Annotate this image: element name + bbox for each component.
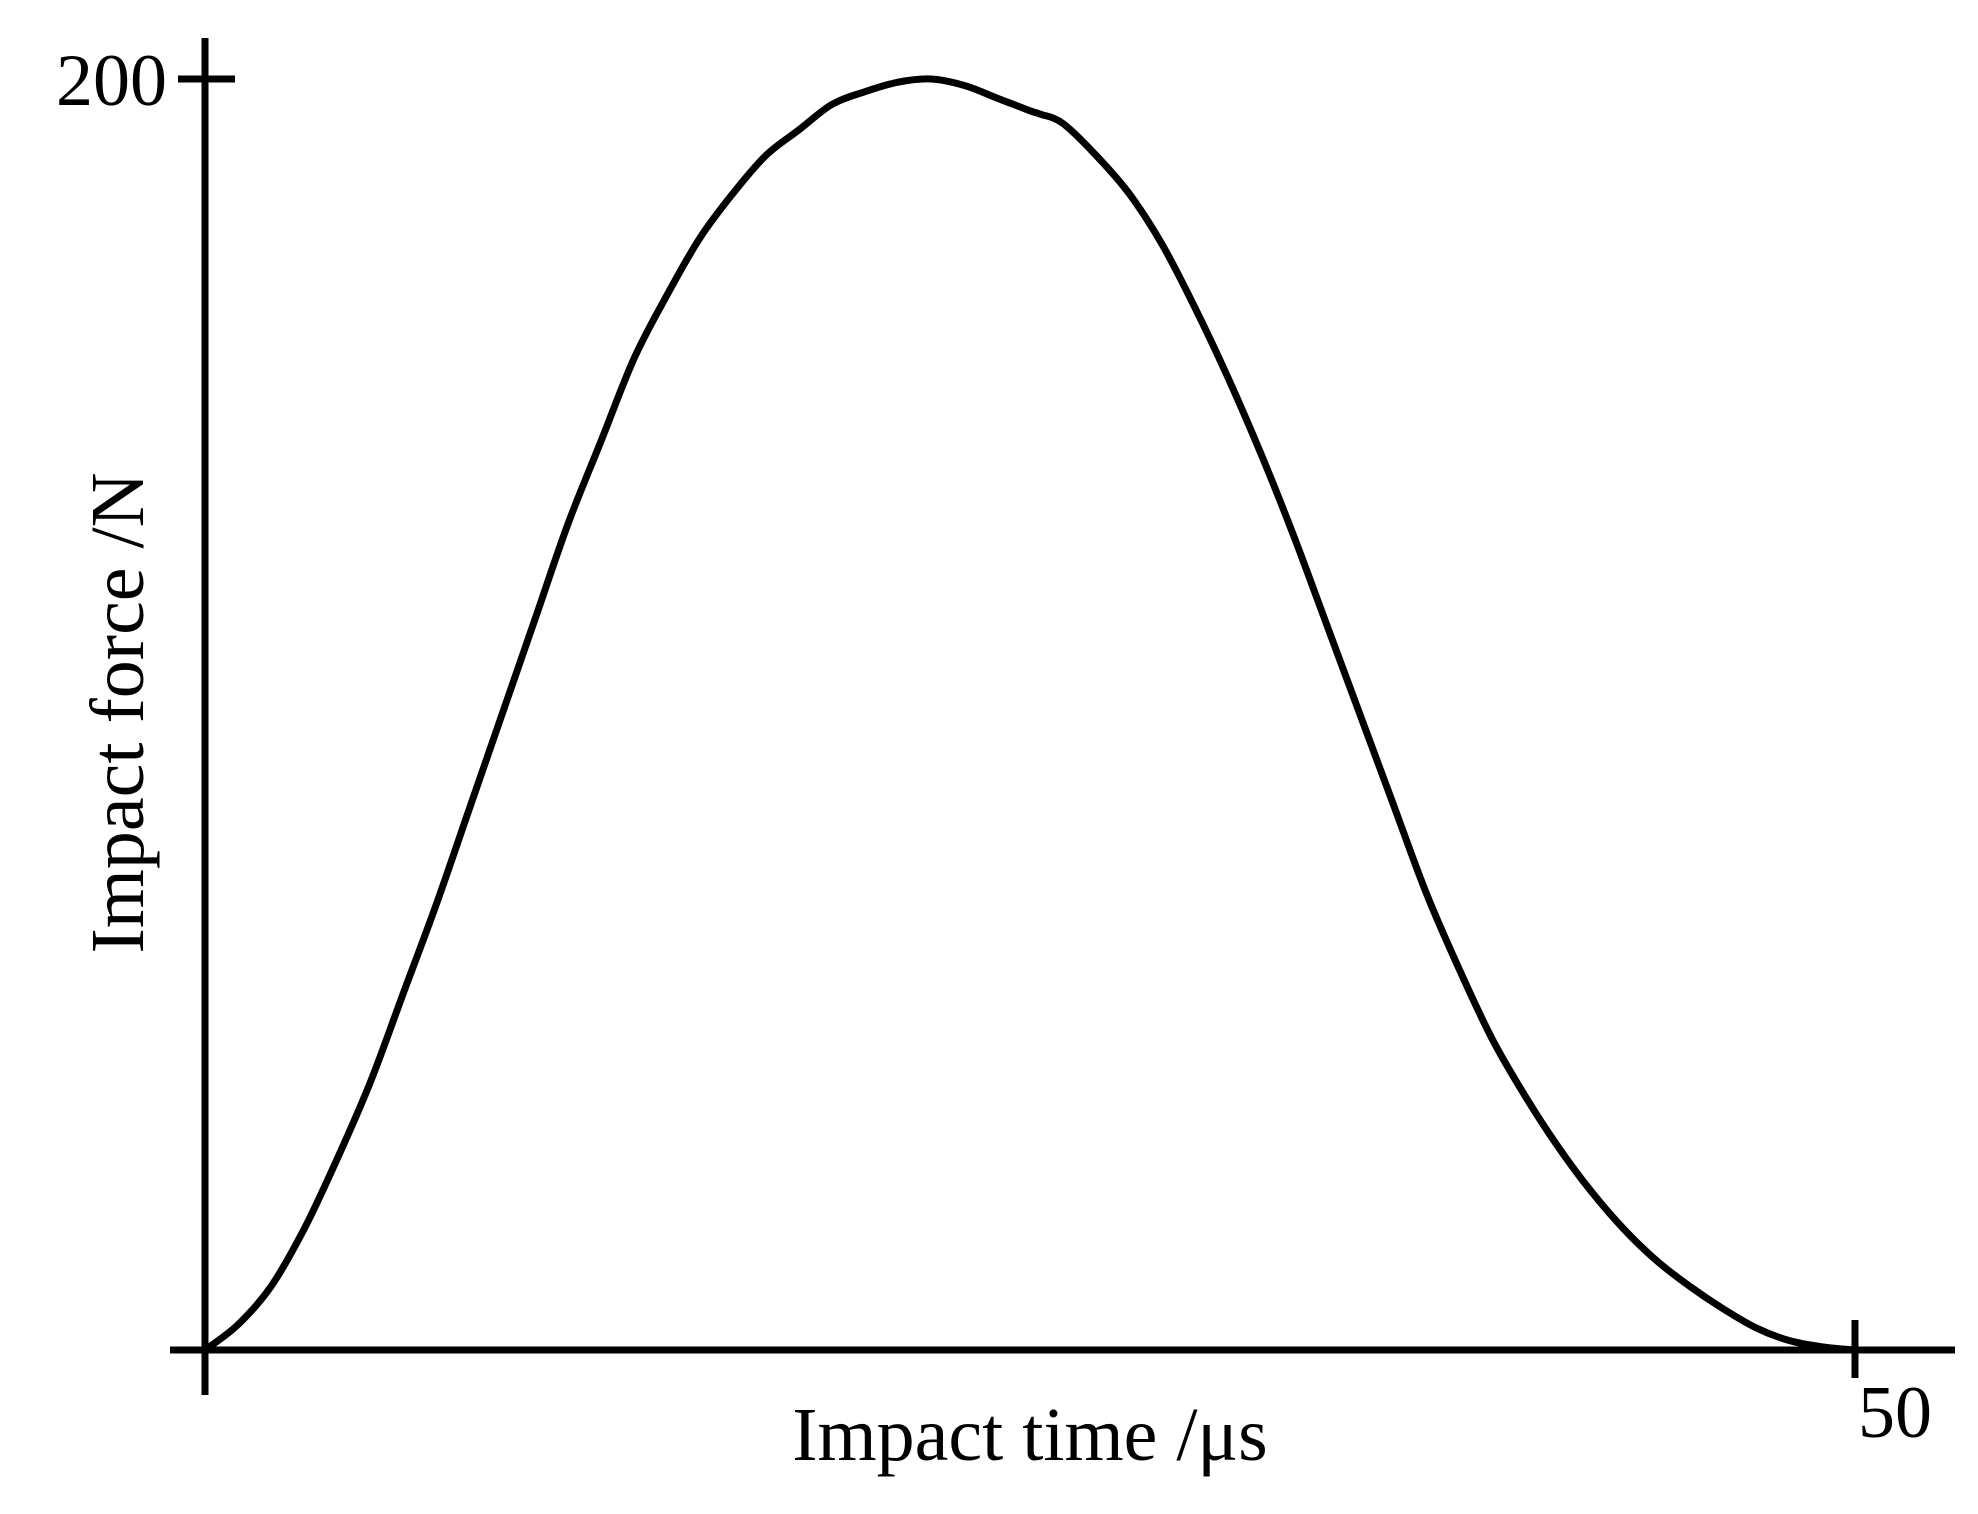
x-tick-label: 50	[1858, 1372, 1932, 1454]
axes	[170, 38, 1955, 1395]
x-axis-title: Impact time /μs	[792, 1393, 1268, 1477]
y-axis-title: Impact force /N	[76, 472, 160, 953]
series-line	[201, 75, 1859, 1354]
y-tick-label: 200	[56, 40, 167, 122]
